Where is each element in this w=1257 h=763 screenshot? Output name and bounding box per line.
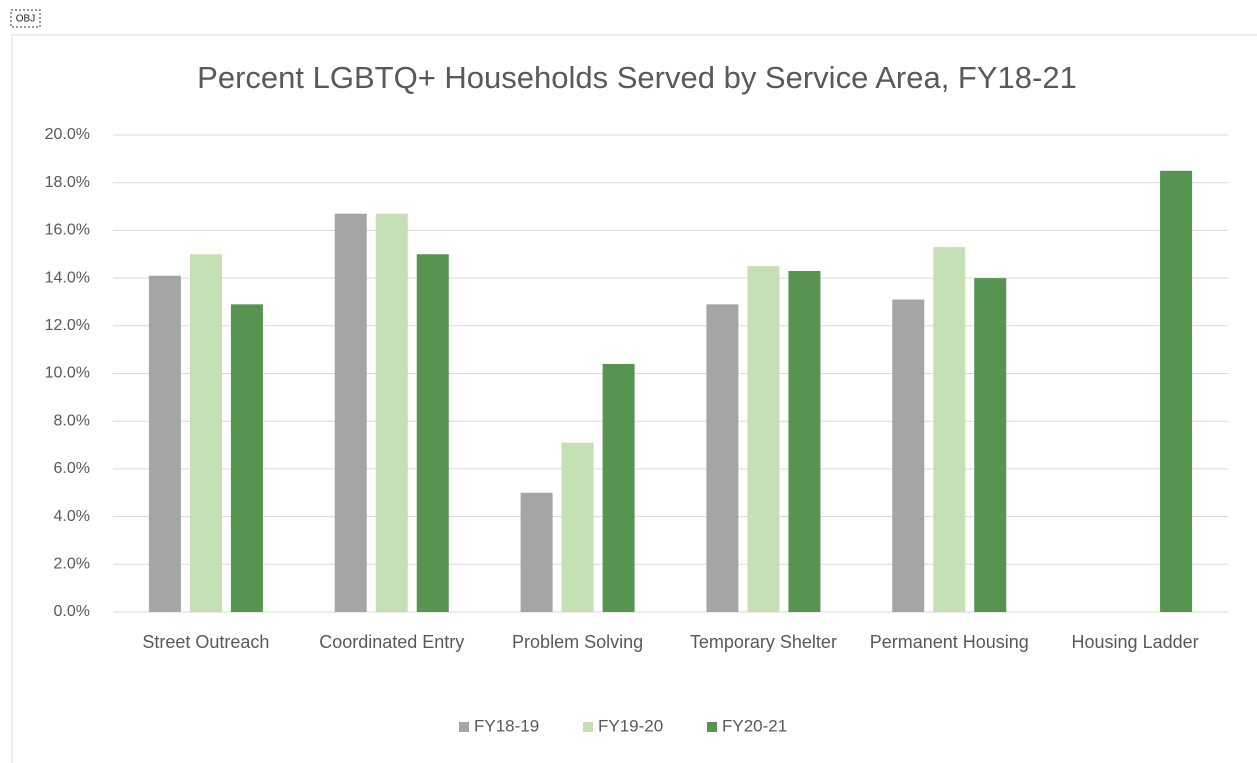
bar [974, 278, 1007, 612]
chart-frame [11, 34, 1257, 763]
bar [706, 304, 739, 612]
bar [230, 304, 263, 612]
x-tick-label: Permanent Housing [870, 632, 1029, 652]
x-tick-label: Housing Ladder [1072, 632, 1199, 652]
bar [189, 254, 222, 612]
x-tick-label: Problem Solving [512, 632, 643, 652]
y-tick-label: 6.0% [54, 460, 90, 477]
x-tick-label: Coordinated Entry [319, 632, 464, 652]
y-tick-label: 20.0% [45, 126, 90, 143]
bar [892, 299, 925, 612]
bar [933, 247, 966, 612]
y-tick-label: 12.0% [45, 317, 90, 334]
bar [788, 270, 821, 612]
chart-title: Percent LGBTQ+ Households Served by Serv… [197, 60, 1077, 95]
y-tick-label: 0.0% [54, 603, 90, 620]
bar [602, 363, 635, 612]
bar [148, 275, 181, 612]
legend-label: FY20-21 [722, 716, 787, 735]
bar [520, 492, 553, 612]
legend-label: FY18-19 [474, 716, 539, 735]
legend-label: FY19-20 [598, 716, 663, 735]
bar [375, 213, 408, 612]
y-tick-label: 4.0% [54, 508, 90, 525]
bar [747, 266, 780, 612]
x-tick-label: Street Outreach [142, 632, 269, 652]
legend-swatch [707, 722, 717, 732]
object-marker [10, 9, 41, 28]
y-tick-label: 18.0% [45, 174, 90, 191]
bar [334, 213, 367, 612]
legend-swatch [583, 722, 593, 732]
y-tick-label: 8.0% [54, 412, 90, 429]
bar [416, 254, 449, 612]
y-tick-label: 10.0% [45, 365, 90, 382]
y-tick-label: 16.0% [45, 222, 90, 239]
bar [1160, 170, 1193, 612]
y-tick-label: 14.0% [45, 269, 90, 286]
x-tick-label: Temporary Shelter [690, 632, 837, 652]
legend-swatch [459, 722, 469, 732]
object-marker-label: OBJ [16, 14, 35, 25]
y-tick-label: 2.0% [54, 556, 90, 573]
bar [561, 442, 594, 612]
